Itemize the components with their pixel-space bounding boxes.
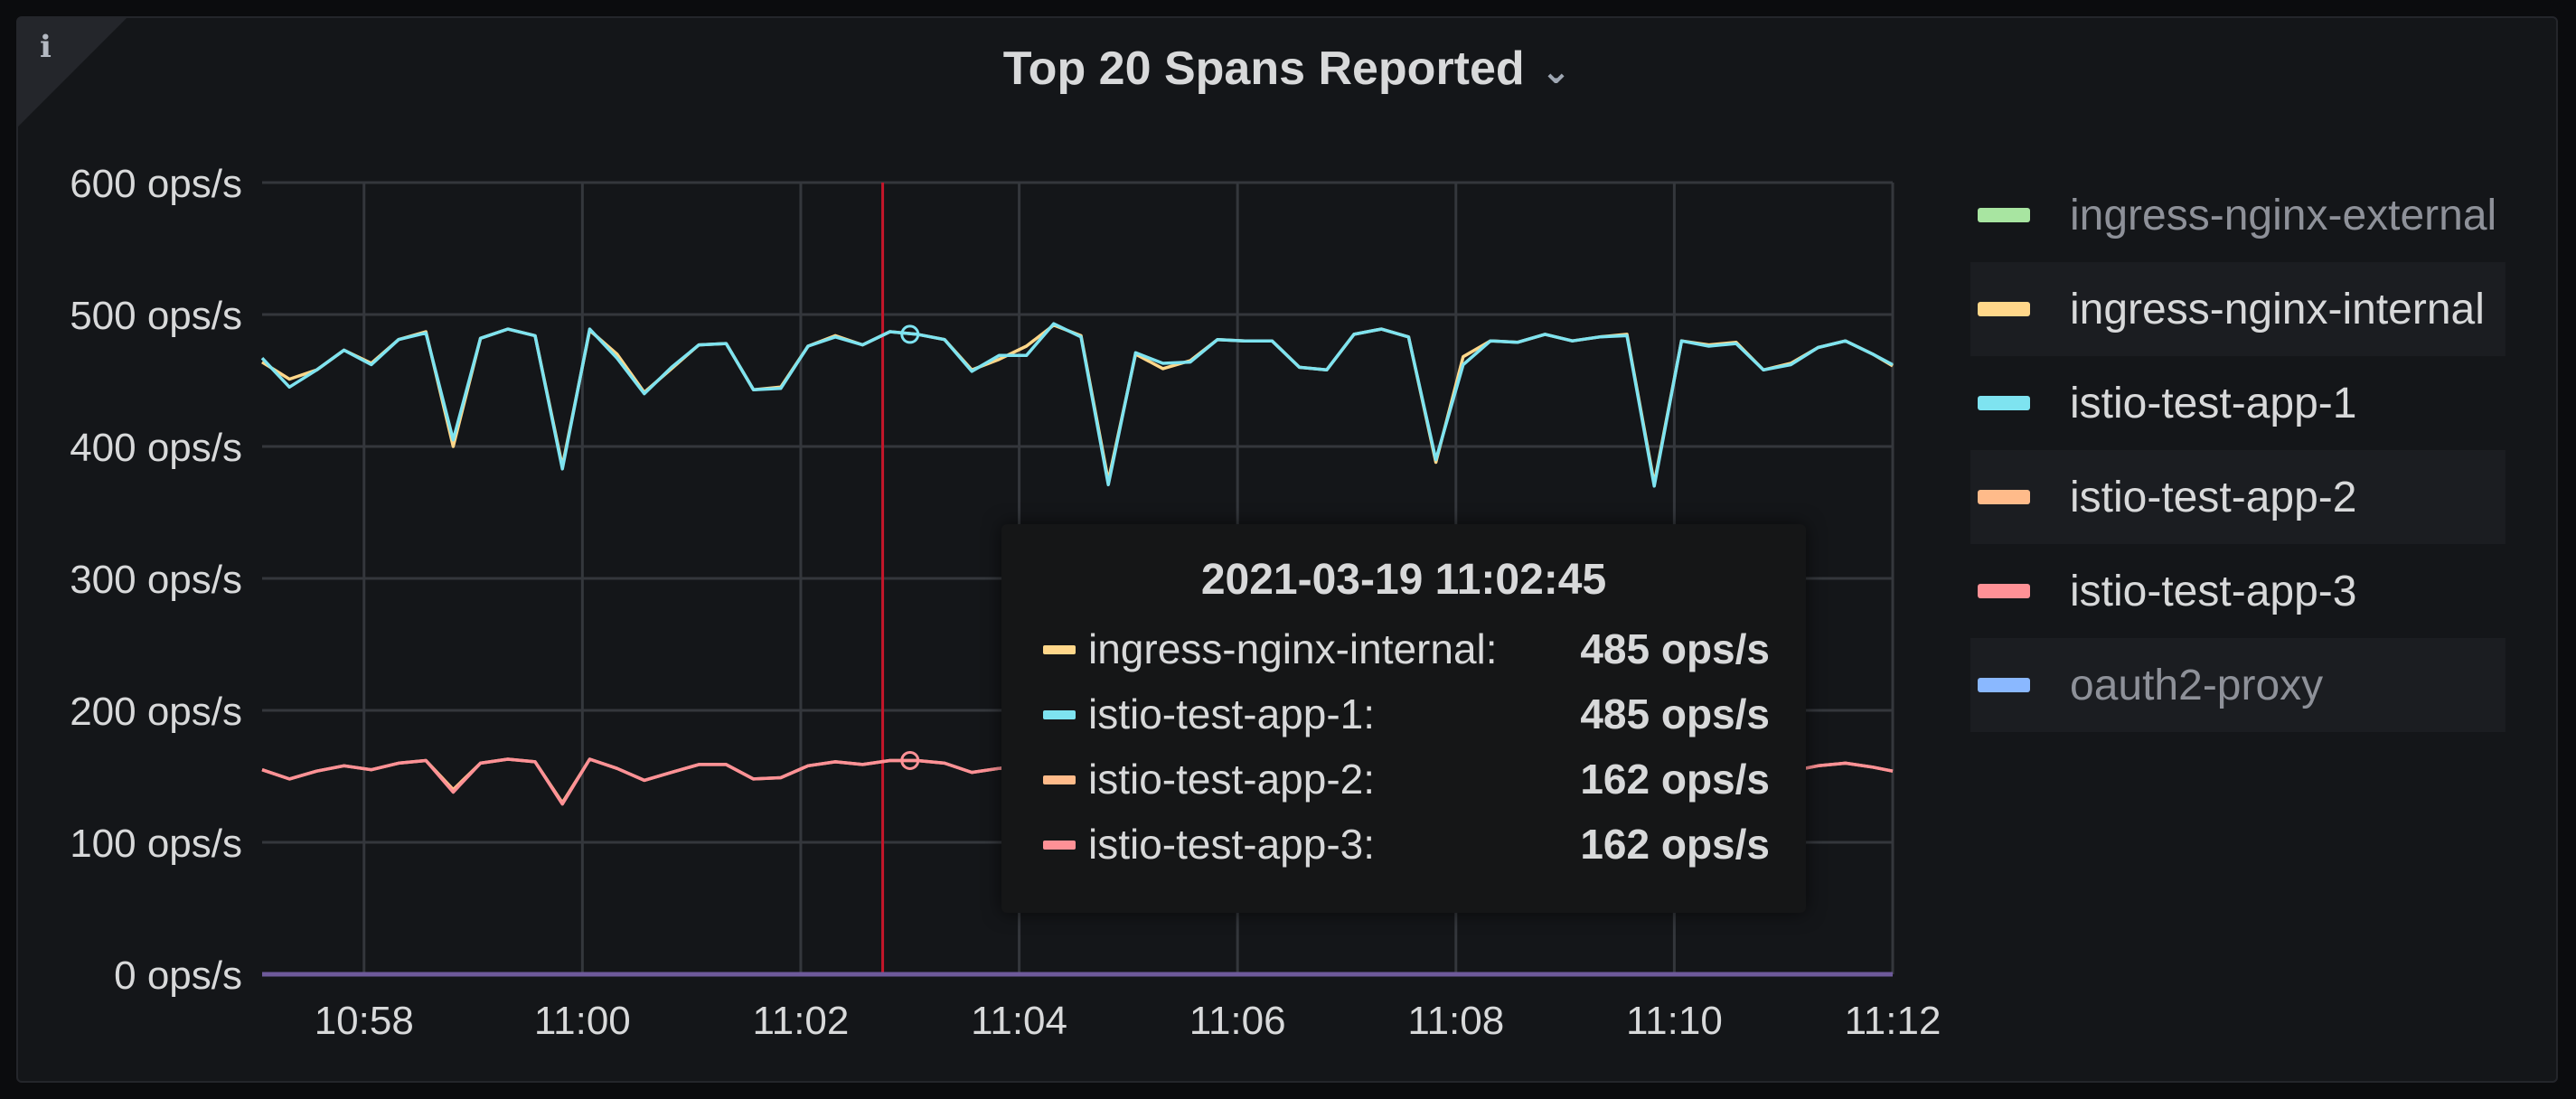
y-tick-label: 300 ops/s bbox=[70, 558, 242, 602]
y-tick-label: 0 ops/s bbox=[114, 953, 242, 998]
legend-item[interactable]: ingress-nginx-internal bbox=[1970, 262, 2505, 356]
x-tick-label: 11:06 bbox=[1189, 999, 1286, 1043]
tooltip-row: ingress-nginx-internal: 485 ops/s bbox=[1001, 616, 1806, 681]
tooltip-series-value: 485 ops/s bbox=[1580, 625, 1770, 672]
tooltip-swatch bbox=[1043, 710, 1076, 719]
legend-label[interactable]: istio-test-app-1 bbox=[2070, 379, 2357, 427]
x-tick-label: 10:58 bbox=[315, 999, 414, 1043]
legend-item[interactable]: ingress-nginx-external bbox=[1970, 168, 2505, 262]
legend-label[interactable]: ingress-nginx-internal bbox=[2070, 285, 2485, 333]
legend-swatch bbox=[1978, 302, 2030, 316]
tooltip-row: istio-test-app-2: 162 ops/s bbox=[1001, 747, 1806, 812]
y-tick-label: 200 ops/s bbox=[70, 690, 242, 734]
x-tick-label: 11:04 bbox=[971, 999, 1067, 1043]
x-tick-label: 11:08 bbox=[1407, 999, 1504, 1043]
legend-label[interactable]: oauth2-proxy bbox=[2070, 661, 2324, 709]
panel-corner[interactable] bbox=[18, 18, 127, 127]
tooltip-row: istio-test-app-1: 485 ops/s bbox=[1001, 681, 1806, 747]
legend-label[interactable]: istio-test-app-2 bbox=[2070, 473, 2357, 521]
y-tick-label: 500 ops/s bbox=[70, 294, 242, 338]
legend-swatch bbox=[1978, 208, 2030, 222]
y-tick-label: 600 ops/s bbox=[70, 162, 242, 206]
legend-label[interactable]: ingress-nginx-external bbox=[2070, 191, 2497, 240]
tooltip-swatch bbox=[1043, 775, 1076, 784]
x-tick-label: 11:02 bbox=[753, 999, 850, 1043]
x-tick-label: 11:10 bbox=[1626, 999, 1723, 1043]
tooltip-series-name: istio-test-app-2: bbox=[1088, 756, 1376, 803]
legend-swatch bbox=[1978, 678, 2030, 692]
legend: ingress-nginx-external ingress-nginx-inte… bbox=[1970, 168, 2505, 732]
legend-swatch bbox=[1978, 396, 2030, 410]
tooltip-row: istio-test-app-3: 162 ops/s bbox=[1001, 812, 1806, 877]
tooltip-series-name: istio-test-app-1: bbox=[1088, 690, 1376, 737]
y-tick-label: 400 ops/s bbox=[70, 426, 242, 470]
legend-label[interactable]: istio-test-app-3 bbox=[2070, 567, 2357, 615]
tooltip-time: 2021-03-19 11:02:45 bbox=[1200, 556, 1607, 604]
legend-item[interactable]: oauth2-proxy bbox=[1970, 638, 2505, 732]
tooltip-series-name: istio-test-app-3: bbox=[1088, 821, 1376, 868]
panel-title-text[interactable]: Top 20 Spans Reported bbox=[1002, 42, 1525, 95]
chevron-down-icon[interactable]: ⌄ bbox=[1540, 52, 1572, 92]
hover-point bbox=[900, 324, 920, 344]
series-line-istio-test-app-1 bbox=[260, 322, 1894, 488]
info-icon[interactable]: i bbox=[40, 29, 52, 65]
x-tick-label: 11:12 bbox=[1845, 999, 1941, 1043]
tooltip-swatch bbox=[1043, 841, 1076, 850]
tooltip-swatch bbox=[1043, 645, 1076, 654]
y-tick-label: 100 ops/s bbox=[70, 822, 242, 866]
legend-item[interactable]: istio-test-app-3 bbox=[1970, 544, 2505, 638]
hover-point bbox=[900, 750, 920, 770]
tooltip-series-value: 485 ops/s bbox=[1580, 690, 1770, 737]
tooltip-series-value: 162 ops/s bbox=[1580, 821, 1770, 868]
legend-swatch bbox=[1978, 584, 2030, 598]
tooltip-series-value: 162 ops/s bbox=[1580, 756, 1770, 803]
tooltip-series-name: ingress-nginx-internal: bbox=[1088, 625, 1498, 672]
legend-item[interactable]: istio-test-app-1 bbox=[1970, 356, 2505, 450]
x-tick-label: 11:00 bbox=[534, 999, 631, 1043]
legend-swatch bbox=[1978, 490, 2030, 504]
panel-title[interactable]: Top 20 Spans Reported ⌄ bbox=[18, 42, 2556, 96]
hover-tooltip: 2021-03-19 11:02:45 ingress-nginx-intern… bbox=[1001, 524, 1806, 913]
legend-item[interactable]: istio-test-app-2 bbox=[1970, 450, 2505, 544]
